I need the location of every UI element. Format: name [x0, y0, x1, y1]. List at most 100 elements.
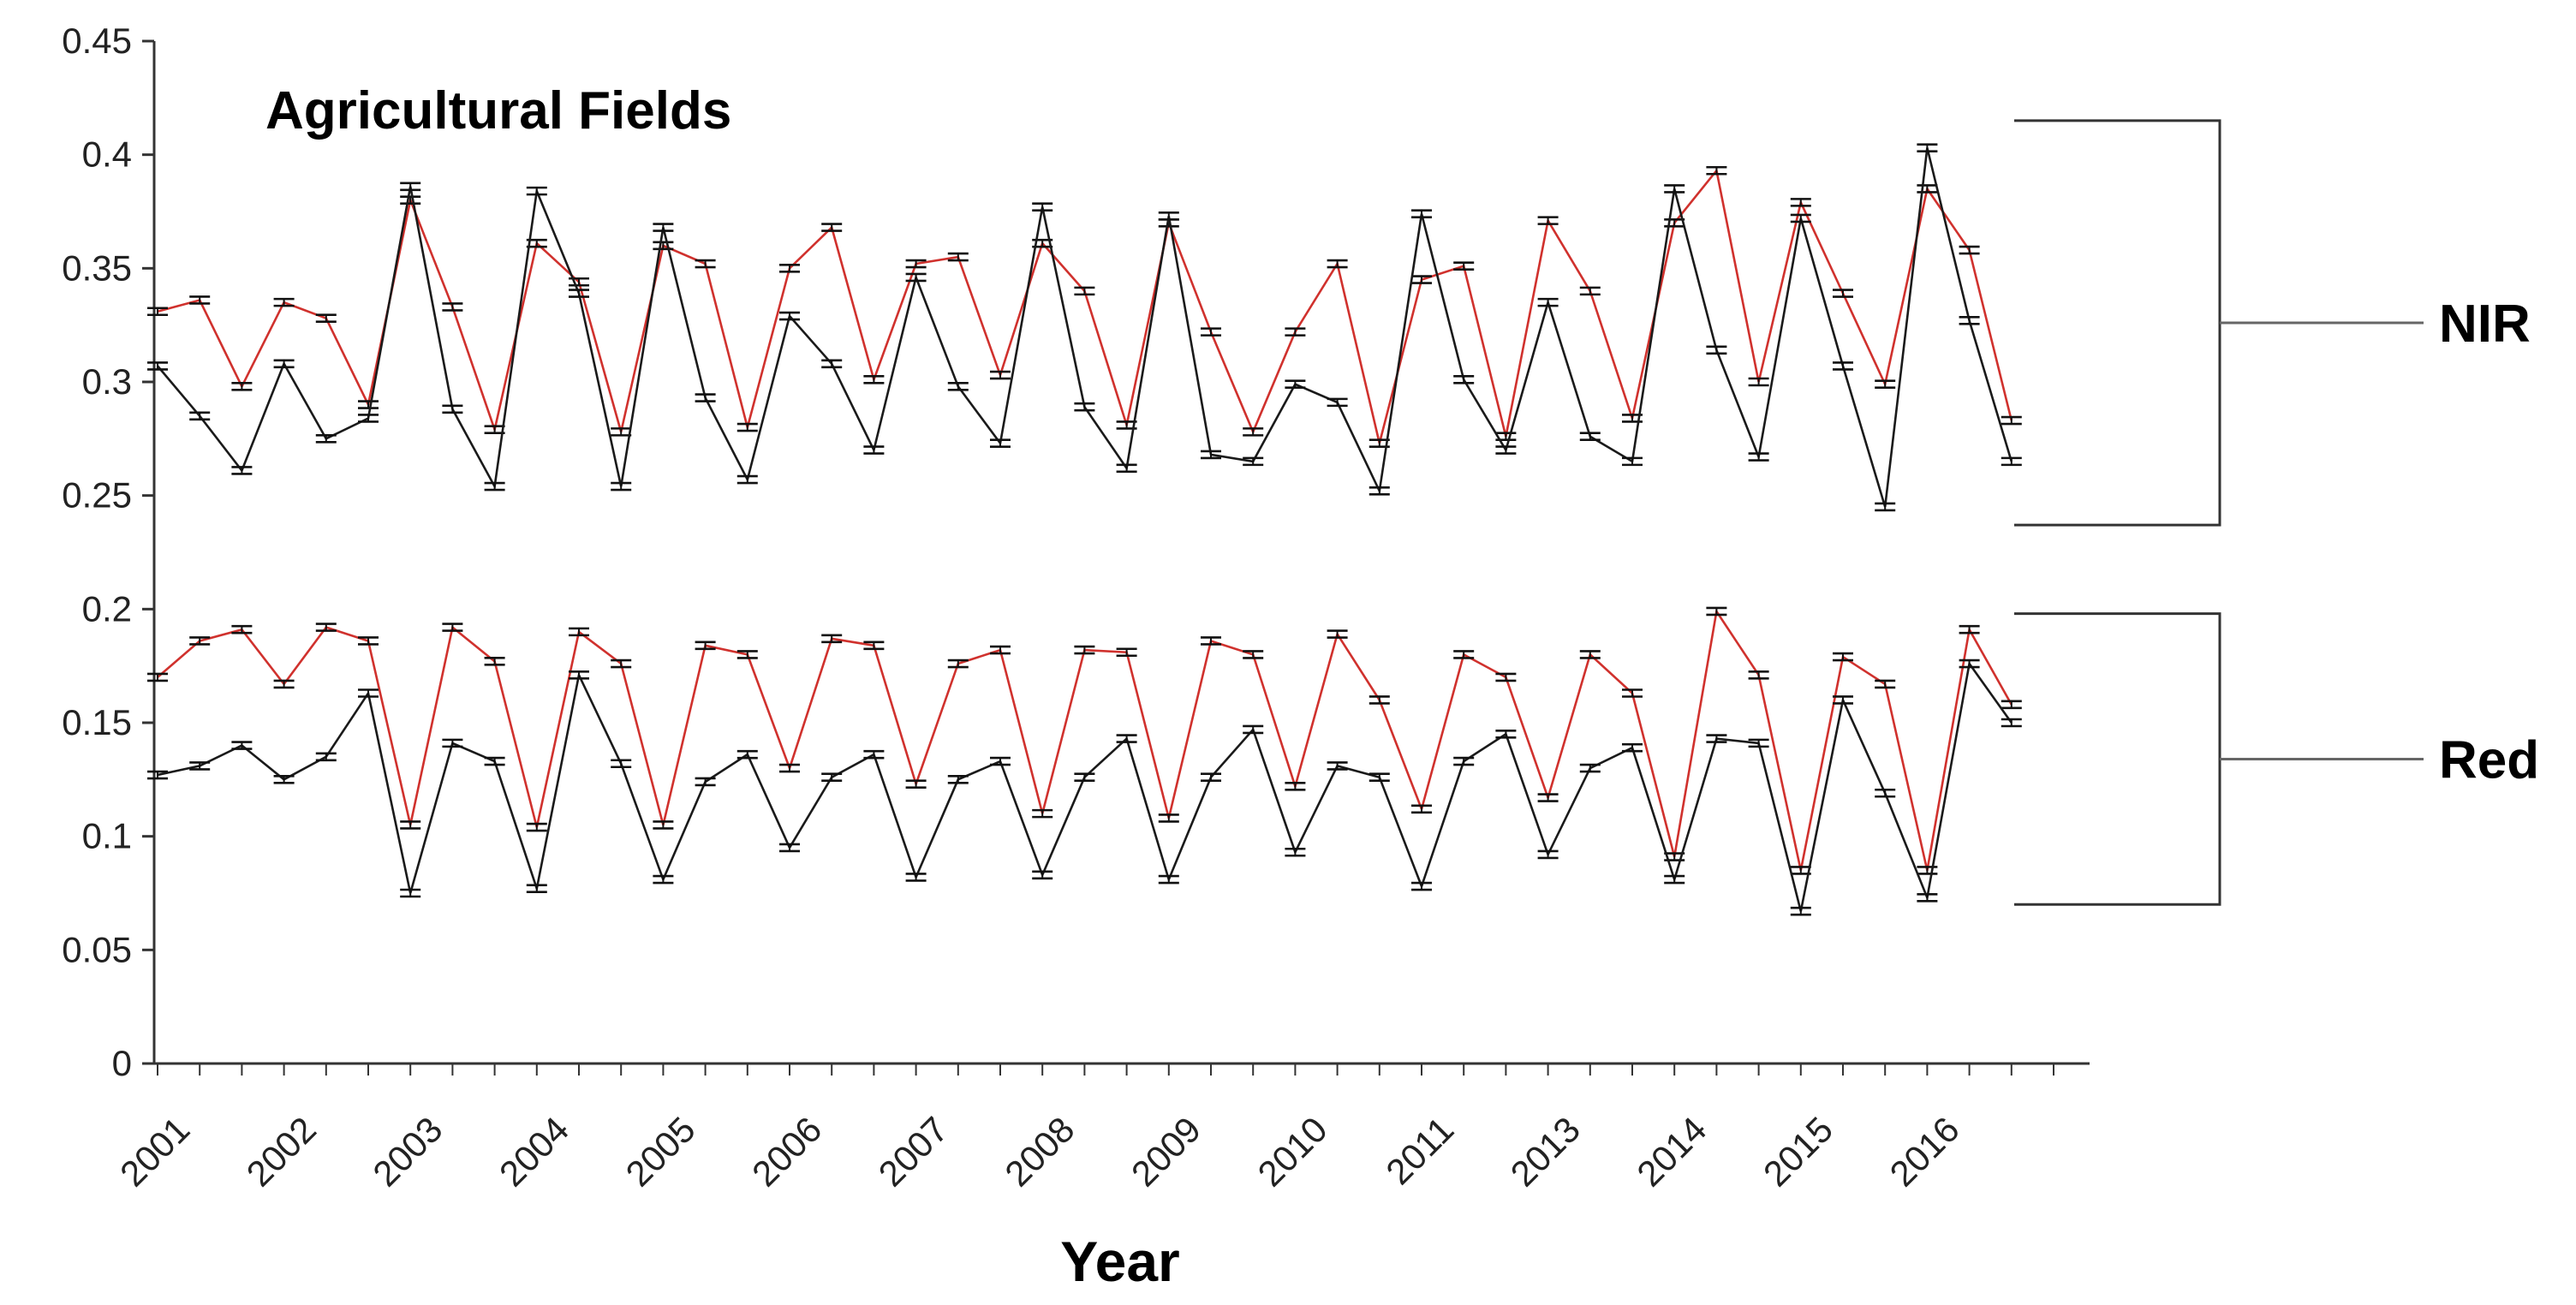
- data-point: [905, 779, 927, 789]
- y-tick-label: 0.35: [62, 247, 132, 288]
- y-tick-label: 0.15: [62, 702, 132, 742]
- data-point: [695, 259, 716, 269]
- data-point: [779, 311, 800, 321]
- data-point: [400, 182, 421, 192]
- data-point: [1959, 658, 1980, 669]
- bracket-line: [2014, 119, 2221, 527]
- data-point: [189, 295, 211, 305]
- data-point: [231, 624, 253, 635]
- data-point: [653, 820, 674, 830]
- x-tick-label: 2009: [1124, 1109, 1208, 1194]
- data-point: [695, 393, 716, 402]
- data-point: [736, 474, 758, 485]
- data-point: [947, 382, 969, 391]
- chart-title: Agricultural Fields: [265, 81, 731, 140]
- data-point: [947, 252, 969, 262]
- data-point: [990, 645, 1011, 655]
- data-point: [1790, 906, 1811, 916]
- data-point: [1201, 636, 1221, 646]
- data-point: [400, 888, 421, 898]
- x-tick-label: 2004: [492, 1109, 576, 1194]
- data-point: [863, 641, 885, 651]
- series-line: [157, 147, 2013, 508]
- x-tick-label: 2001: [112, 1109, 197, 1194]
- x-tick-label: 2015: [1756, 1109, 1840, 1194]
- data-point: [2001, 415, 2022, 426]
- data-point: [1833, 652, 1853, 662]
- data-point: [1243, 724, 1264, 735]
- data-point: [315, 313, 337, 324]
- data-point: [653, 241, 674, 251]
- data-point: [1579, 763, 1601, 773]
- data-point: [736, 749, 758, 760]
- data-point: [1537, 216, 1559, 225]
- data-point: [1622, 688, 1643, 698]
- data-point: [1411, 881, 1432, 891]
- y-tick-label: 0.25: [62, 475, 132, 515]
- bracket-line: [2014, 612, 2221, 906]
- data-point: [1368, 695, 1390, 705]
- data-point: [821, 223, 843, 232]
- data-point: [821, 359, 843, 369]
- data-point: [484, 657, 505, 666]
- data-point: [1411, 804, 1432, 814]
- data-point: [1579, 432, 1601, 441]
- y-tick-label: 0.2: [82, 588, 132, 629]
- data-point: [1074, 772, 1095, 782]
- data-point: [1537, 849, 1559, 860]
- axes: [152, 41, 2090, 1065]
- data-point: [1116, 647, 1137, 658]
- x-tick-label: 2008: [997, 1109, 1082, 1194]
- data-point: [1579, 286, 1601, 296]
- data-point: [1453, 756, 1475, 766]
- data-point: [1748, 670, 1769, 680]
- data-point: [442, 623, 463, 632]
- data-point: [1285, 379, 1306, 389]
- y-tick-label: 0: [112, 1043, 132, 1083]
- data-point: [1116, 734, 1137, 743]
- data-point: [1664, 184, 1685, 194]
- data-point: [905, 873, 927, 882]
- data-point: [1917, 866, 1938, 875]
- data-point: [1959, 316, 1980, 325]
- data-point: [779, 264, 800, 273]
- data-point: [1833, 289, 1853, 298]
- data-point: [442, 738, 463, 748]
- x-tick-label: 2013: [1503, 1109, 1588, 1194]
- data-point: [947, 658, 969, 669]
- data-point: [2001, 456, 2022, 467]
- data-point: [863, 749, 885, 760]
- data-point: [1158, 813, 1179, 823]
- data-point: [1537, 793, 1559, 802]
- data-point: [990, 438, 1011, 448]
- series-2: [147, 606, 2022, 875]
- data-point: [358, 414, 379, 423]
- data-point: [358, 636, 379, 646]
- data-point: [273, 297, 295, 307]
- x-tick-label: 2002: [239, 1109, 324, 1194]
- data-point: [569, 670, 589, 680]
- data-point: [1875, 502, 1896, 512]
- data-point: [1917, 143, 1938, 153]
- data-point: [1706, 606, 1727, 617]
- data-point: [1032, 808, 1053, 819]
- y-axis-ticks: 0 0.05 0.1 0.15 0.2 0.25 0.3 0.35 0.4 0.45: [62, 21, 154, 1083]
- data-point: [315, 752, 337, 762]
- data-point: [1875, 788, 1896, 798]
- data-point: [1327, 629, 1348, 639]
- data-point: [1833, 695, 1853, 705]
- data-point: [1327, 259, 1348, 269]
- data-point: [863, 445, 885, 455]
- data-point: [1032, 870, 1053, 880]
- data-point: [484, 481, 505, 492]
- data-point: [695, 641, 716, 651]
- data-point: [526, 822, 547, 832]
- data-point: [1243, 427, 1264, 437]
- data-point: [315, 434, 337, 444]
- data-point: [779, 843, 800, 853]
- data-point: [358, 400, 379, 409]
- data-point: [1833, 361, 1853, 371]
- data-point: [400, 820, 421, 830]
- data-point: [1201, 327, 1221, 337]
